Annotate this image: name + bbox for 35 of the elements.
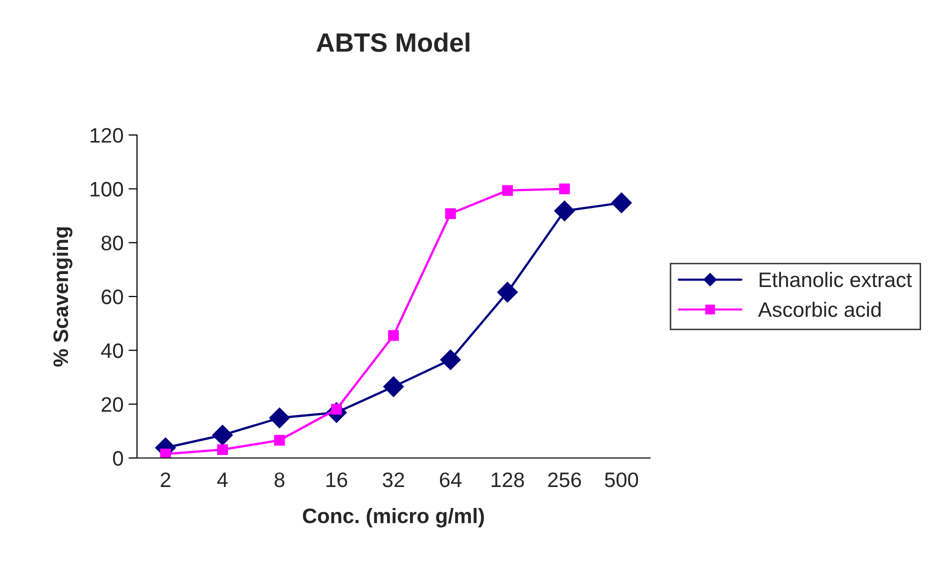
x-tick-label: 500 (604, 472, 638, 488)
chart-title: ABTS Model (316, 32, 470, 52)
point (559, 183, 570, 194)
point (445, 208, 456, 219)
legend-label: Ethanolic extract (760, 272, 912, 288)
point (160, 448, 171, 458)
y-axis-title: % Scavenging (52, 227, 72, 367)
point (497, 282, 518, 303)
y-tick-label: 60 (102, 290, 123, 304)
y-tick-label: 0 (113, 451, 123, 466)
point (269, 408, 290, 428)
y-tick-label: 100 (90, 182, 123, 197)
point (217, 444, 228, 456)
point (388, 330, 399, 341)
legend-label: Ascorbic acid (758, 302, 881, 318)
point (502, 185, 513, 196)
point (274, 434, 285, 446)
x-tick-label: 32 (382, 472, 404, 488)
x-tick-label: 4 (217, 472, 228, 487)
point (611, 192, 632, 214)
x-axis-title: Conc. (micro g/ml) (302, 508, 484, 528)
point (383, 376, 404, 398)
x-tick-label: 8 (274, 472, 284, 488)
x-tick-label: 16 (326, 472, 348, 488)
x-tick-label: 64 (440, 472, 462, 488)
point (554, 200, 575, 222)
x-tick-label: 128 (492, 472, 524, 488)
y-tick-label: 80 (102, 236, 123, 250)
y-tick-label: 20 (102, 397, 123, 412)
point (212, 424, 233, 446)
x-tick-label: 2 (160, 472, 170, 487)
y-tick-label: 40 (101, 343, 123, 358)
point (440, 349, 461, 370)
x-tick-label: 256 (548, 472, 581, 488)
y-tick-label: 120 (90, 128, 123, 143)
